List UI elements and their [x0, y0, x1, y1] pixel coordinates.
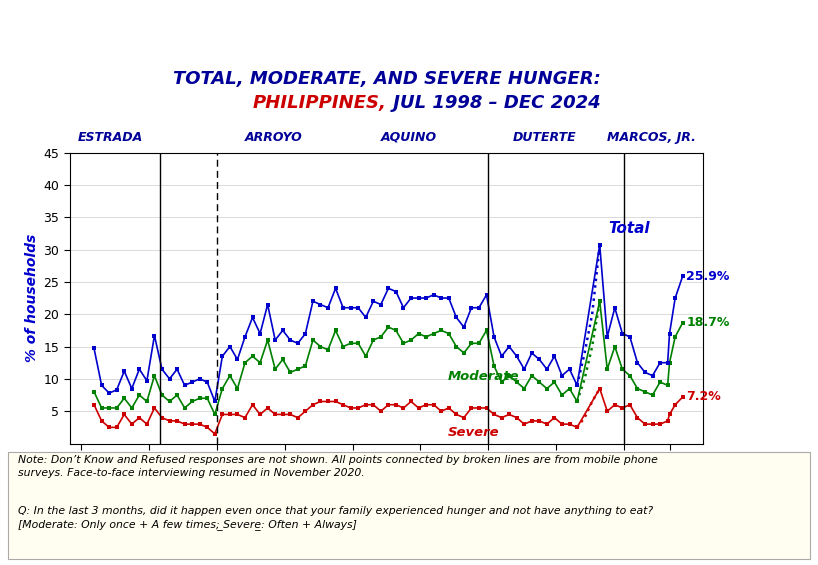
- Text: Moderate: Moderate: [447, 370, 519, 383]
- Text: 18.7%: 18.7%: [686, 316, 730, 329]
- Text: MARCOS, JR.: MARCOS, JR.: [607, 131, 696, 144]
- Text: JUL 1998 – DEC 2024: JUL 1998 – DEC 2024: [386, 94, 600, 112]
- FancyBboxPatch shape: [8, 452, 810, 559]
- Text: AQUINO: AQUINO: [381, 131, 437, 144]
- Text: Total: Total: [609, 221, 650, 236]
- Text: ESTRADA: ESTRADA: [78, 131, 143, 144]
- Text: ARROYO: ARROYO: [245, 131, 302, 144]
- Y-axis label: % of households: % of households: [25, 234, 39, 362]
- Text: 7.2%: 7.2%: [686, 390, 721, 403]
- Text: TOTAL, MODERATE, AND SEVERE HUNGER:: TOTAL, MODERATE, AND SEVERE HUNGER:: [173, 69, 600, 88]
- Text: PHILIPPINES,: PHILIPPINES,: [253, 94, 386, 112]
- Text: Q: In the last 3 months, did it happen even once that your family experienced hu: Q: In the last 3 months, did it happen e…: [18, 506, 653, 530]
- Text: Severe: Severe: [447, 426, 499, 439]
- Text: Note: Don’t Know and Refused responses are not shown. All points connected by br: Note: Don’t Know and Refused responses a…: [18, 455, 658, 479]
- Text: DUTERTE: DUTERTE: [513, 131, 577, 144]
- Text: 25.9%: 25.9%: [686, 270, 730, 282]
